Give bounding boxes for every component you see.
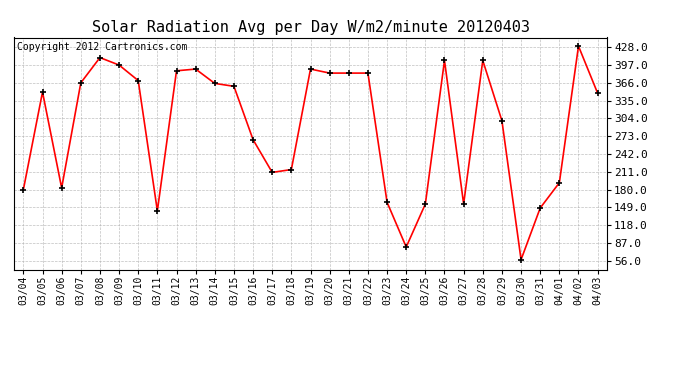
Title: Solar Radiation Avg per Day W/m2/minute 20120403: Solar Radiation Avg per Day W/m2/minute … [92, 20, 529, 35]
Text: Copyright 2012 Cartronics.com: Copyright 2012 Cartronics.com [17, 42, 187, 52]
